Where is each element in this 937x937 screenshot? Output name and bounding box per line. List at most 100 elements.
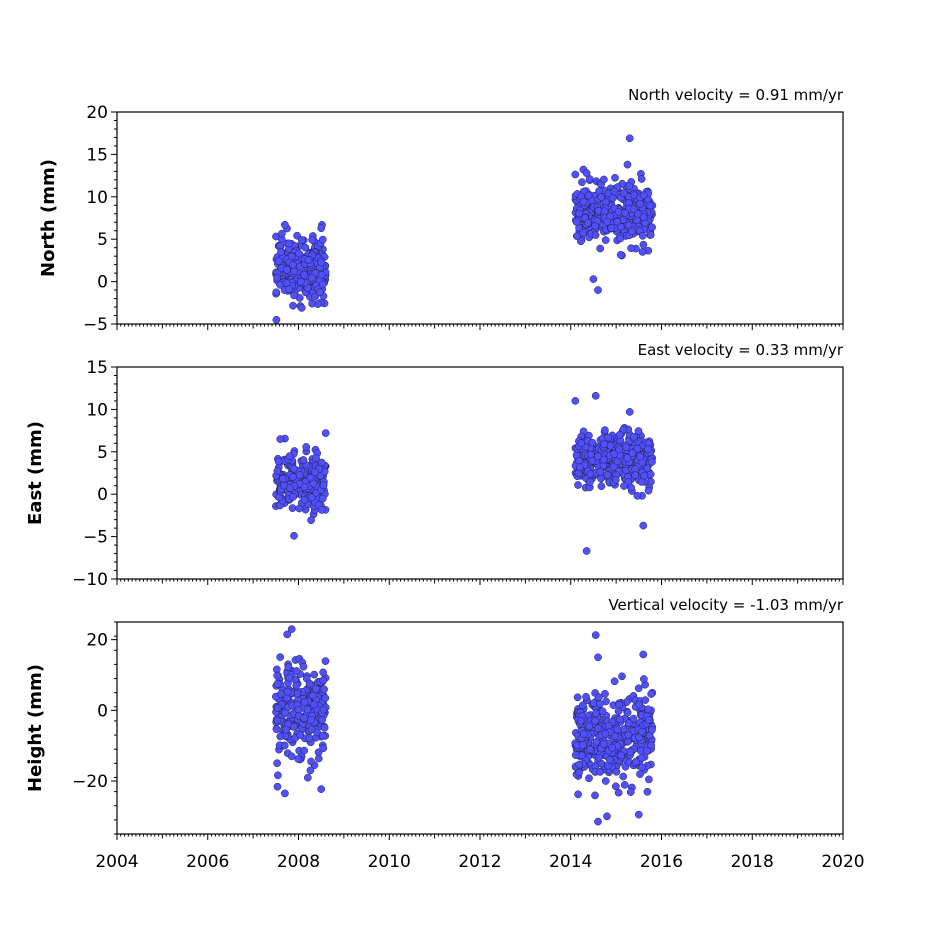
y-tick-label: 5 [97,443,108,463]
data-point [306,766,315,775]
north-velocity-title: North velocity = 0.91 mm/yr [628,86,844,104]
data-point [311,468,319,477]
data-point [625,408,634,416]
data-point [278,229,286,238]
data-point [574,790,582,799]
data-point [639,521,648,530]
data-point [577,237,585,246]
east-velocity-title: East velocity = 0.33 mm/yr [638,341,844,359]
data-point [594,653,602,662]
data-point [309,691,317,700]
data-point [586,450,595,459]
data-point [310,670,319,679]
data-point [637,753,646,762]
north-panel: North velocity = 0.91 mm/yr North (mm) −… [38,86,844,335]
data-point [318,731,327,740]
y-tick-label: 0 [97,273,108,293]
data-point [289,301,297,310]
data-point [637,175,646,183]
data-point [619,772,628,781]
data-point [308,235,316,244]
y-tick-label: 20 [86,103,108,123]
data-point [571,397,580,405]
north-axes-frame [116,111,844,325]
data-point [591,231,600,239]
data-point [647,741,656,750]
data-point [584,219,592,227]
data-point [293,689,302,698]
data-point [297,236,306,244]
data-point [575,760,584,769]
data-point [634,810,643,819]
data-point [571,170,580,179]
data-point [300,698,309,706]
data-point [572,232,581,240]
data-point [279,474,287,483]
x-tick-label: 2008 [277,852,320,872]
east-points [272,391,657,555]
data-point [633,444,642,453]
data-point [289,261,297,269]
data-point [320,685,328,694]
x-tick-label: 2012 [458,852,501,872]
data-point [578,701,587,710]
data-point [629,205,638,214]
x-tick-label: 2010 [368,852,411,872]
data-point [319,705,328,714]
x-tick-label: 2020 [821,852,864,872]
data-point [624,737,632,746]
data-point [302,443,311,451]
data-point [594,753,603,762]
data-point [579,730,588,738]
data-point [316,288,324,297]
y-tick-label: 15 [86,145,108,165]
data-point [586,478,594,486]
x-tick-label: 2018 [731,852,774,872]
data-point [299,456,308,464]
data-point [579,197,588,206]
data-point [625,182,634,191]
data-point [645,775,653,784]
data-point [303,773,312,782]
data-point [276,653,285,661]
data-point [628,227,636,236]
y-tick-label: 10 [86,188,108,208]
data-point [300,270,308,279]
data-point [301,243,310,252]
data-point [600,175,608,184]
data-point [319,481,328,490]
data-point [289,723,298,731]
data-point [620,781,629,789]
data-point [615,445,624,454]
data-point [646,201,655,210]
y-tick-label: 0 [97,701,108,721]
data-point [582,547,591,555]
data-point [579,229,588,237]
data-point [273,704,282,712]
data-point [626,788,635,796]
data-point [575,768,583,777]
data-point [300,483,309,491]
data-point [603,217,611,226]
data-point [312,454,320,463]
data-point [284,663,293,671]
data-point [634,684,643,693]
data-point [317,224,326,233]
data-point [578,178,586,187]
data-point [318,494,327,503]
data-point [617,751,626,760]
data-point [281,789,289,798]
data-point [307,493,316,502]
data-point [318,235,327,244]
data-point [608,743,617,752]
data-point [575,209,584,218]
data-point [599,455,608,464]
data-point [622,443,631,452]
data-point [644,445,652,454]
data-point [290,464,298,473]
data-point [289,473,297,481]
data-point [591,717,600,725]
data-point [644,705,653,714]
data-point [607,224,616,232]
data-point [283,687,292,696]
